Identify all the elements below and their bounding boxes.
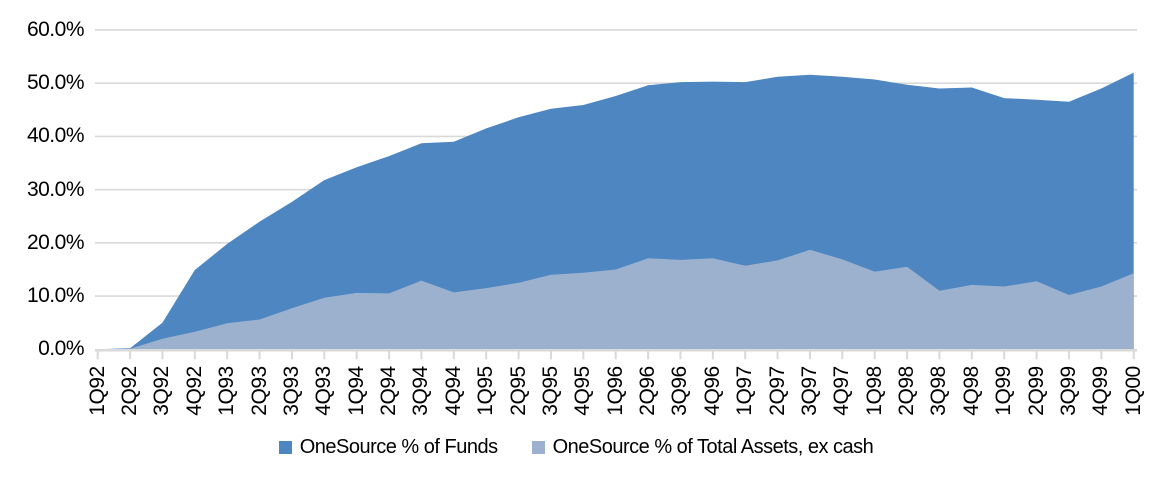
x-axis: 1Q92 2Q92 3Q92 4Q92 1Q93 2Q93 3Q93 4Q93 1Q94 2Q94… (85, 366, 1145, 416)
x-tick-label: 2Q98 (895, 366, 919, 416)
x-tick-label: 4Q95 (571, 366, 595, 416)
x-tick-label: 3Q99 (1056, 366, 1080, 416)
x-tick-label: 1Q92 (85, 366, 109, 416)
x-tick-label: 4Q94 (441, 366, 465, 416)
x-tick-label: 1Q00 (1121, 366, 1145, 416)
x-tick-label: 1Q98 (862, 366, 886, 416)
funds-legend-swatch-icon (278, 441, 292, 454)
x-tick-label: 1Q99 (992, 366, 1016, 416)
y-tick-label: 10.0% (26, 284, 85, 308)
x-tick-label: 4Q96 (700, 366, 724, 416)
y-tick-label: 30.0% (26, 177, 85, 201)
y-tick-label: 0.0% (38, 337, 84, 361)
assets-area (97, 249, 1134, 350)
x-tick-label: 2Q97 (765, 366, 789, 416)
y-tick-label: 60.0% (26, 17, 85, 41)
x-tick-label: 3Q92 (150, 366, 174, 416)
x-tick-label: 4Q92 (182, 366, 206, 416)
x-tick-label: 2Q94 (377, 366, 401, 416)
x-tick-label: 2Q93 (247, 366, 271, 416)
x-tick-label: 2Q96 (636, 366, 660, 416)
legend-item-funds: OneSource % of Funds (278, 436, 498, 459)
assets-legend-swatch-icon (531, 441, 545, 454)
x-tick-label: 1Q96 (603, 366, 627, 416)
y-tick-label: 20.0% (26, 230, 85, 254)
x-tick-label: 3Q98 (927, 366, 951, 416)
x-tick-label: 3Q95 (538, 366, 562, 416)
x-tick-label: 4Q93 (312, 366, 336, 416)
x-tick-label: 1Q97 (733, 366, 757, 416)
x-tick-label: 1Q94 (344, 366, 368, 416)
y-axis: 0.0% 10.0% 20.0% 30.0% 40.0% 50.0% 60.0% (0, 0, 85, 400)
x-tick-label: 3Q93 (279, 366, 303, 416)
funds-legend-label: OneSource % of Funds (299, 436, 498, 458)
y-tick-label: 50.0% (26, 71, 85, 95)
legend-item-assets: OneSource % of Total Assets, ex cash (531, 436, 874, 459)
y-tick-label: 40.0% (26, 124, 85, 148)
x-tick-label: 3Q97 (797, 366, 821, 416)
x-tick-label: 4Q99 (1089, 366, 1113, 416)
x-tick-label: 4Q97 (830, 366, 854, 416)
legend: OneSource % of Funds OneSource % of Tota… (0, 436, 1152, 459)
x-tick-label: 3Q96 (668, 366, 692, 416)
x-tick-label: 1Q93 (215, 366, 239, 416)
x-tick-label: 2Q99 (1024, 366, 1048, 416)
x-tick-label: 4Q98 (959, 366, 983, 416)
x-tick-label: 2Q92 (118, 366, 142, 416)
assets-legend-label: OneSource % of Total Assets, ex cash (552, 436, 874, 458)
x-tick-label: 3Q94 (409, 366, 433, 416)
x-tick-label: 1Q95 (474, 366, 498, 416)
x-tick-label: 2Q95 (506, 366, 530, 416)
